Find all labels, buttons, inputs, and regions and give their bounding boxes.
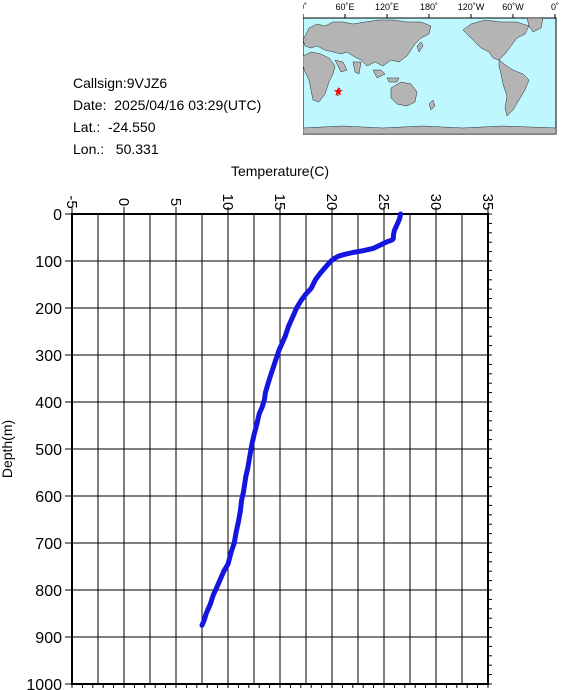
y-tick-label: 900 xyxy=(35,630,62,647)
map-lon-label: 120˚W xyxy=(458,2,485,12)
map-lon-label: 60˚E xyxy=(335,2,354,12)
y-tick-label: 400 xyxy=(35,395,62,412)
y-tick-label: 600 xyxy=(35,489,62,506)
map-lon-label: 120˚E xyxy=(375,2,399,12)
x-tick-label: 35 xyxy=(479,194,496,211)
y-tick-label: 700 xyxy=(35,536,62,553)
map-lon-label: 60˚W xyxy=(502,2,524,12)
x-tick-label: 25 xyxy=(375,194,392,211)
y-tick-label: 200 xyxy=(35,301,62,318)
longitude-text: Lon.: 50.331 xyxy=(73,141,159,157)
y-axis-label: Depth(m) xyxy=(0,420,15,478)
station-info: Callsign:9VJZ6 Date: 2025/04/16 03:29(UT… xyxy=(73,72,261,160)
map-lon-label: 0˚ xyxy=(303,2,307,12)
y-tick-label: 300 xyxy=(35,348,62,365)
x-tick-label: 20 xyxy=(323,194,340,211)
x-tick-label: -5 xyxy=(63,195,80,208)
temperature-profile-line xyxy=(199,211,404,628)
station-marker: ★ xyxy=(333,85,344,99)
x-tick-label: 30 xyxy=(427,194,444,211)
y-axis-ticks: 0 100 200 300 400 500 600 700 800 900 1000 xyxy=(26,207,492,690)
x-tick-label: 5 xyxy=(167,198,184,206)
map-land xyxy=(303,17,557,135)
y-tick-label: 1000 xyxy=(26,677,62,690)
y-tick-label: 0 xyxy=(53,207,62,224)
y-tick-label: 800 xyxy=(35,583,62,600)
x-axis-ticks: -5 0 5 10 15 20 25 30 35 xyxy=(63,194,496,688)
callsign-text: Callsign:9VJZ6 xyxy=(73,75,168,91)
map-grid-ticks xyxy=(303,14,556,18)
map-lon-label: 180˚ xyxy=(420,2,438,12)
x-axis-label: Temperature(C) xyxy=(231,163,329,179)
x-tick-label: 0 xyxy=(115,198,132,206)
latitude-text: Lat.: -24.550 xyxy=(73,119,156,135)
x-tick-label: 10 xyxy=(219,194,236,211)
x-tick-label: 15 xyxy=(271,194,288,211)
y-tick-label: 100 xyxy=(35,254,62,271)
map-lon-label: 0˚ xyxy=(551,2,559,12)
date-text: Date: 2025/04/16 03:29(UTC) xyxy=(73,97,262,113)
y-tick-label: 500 xyxy=(35,442,62,459)
